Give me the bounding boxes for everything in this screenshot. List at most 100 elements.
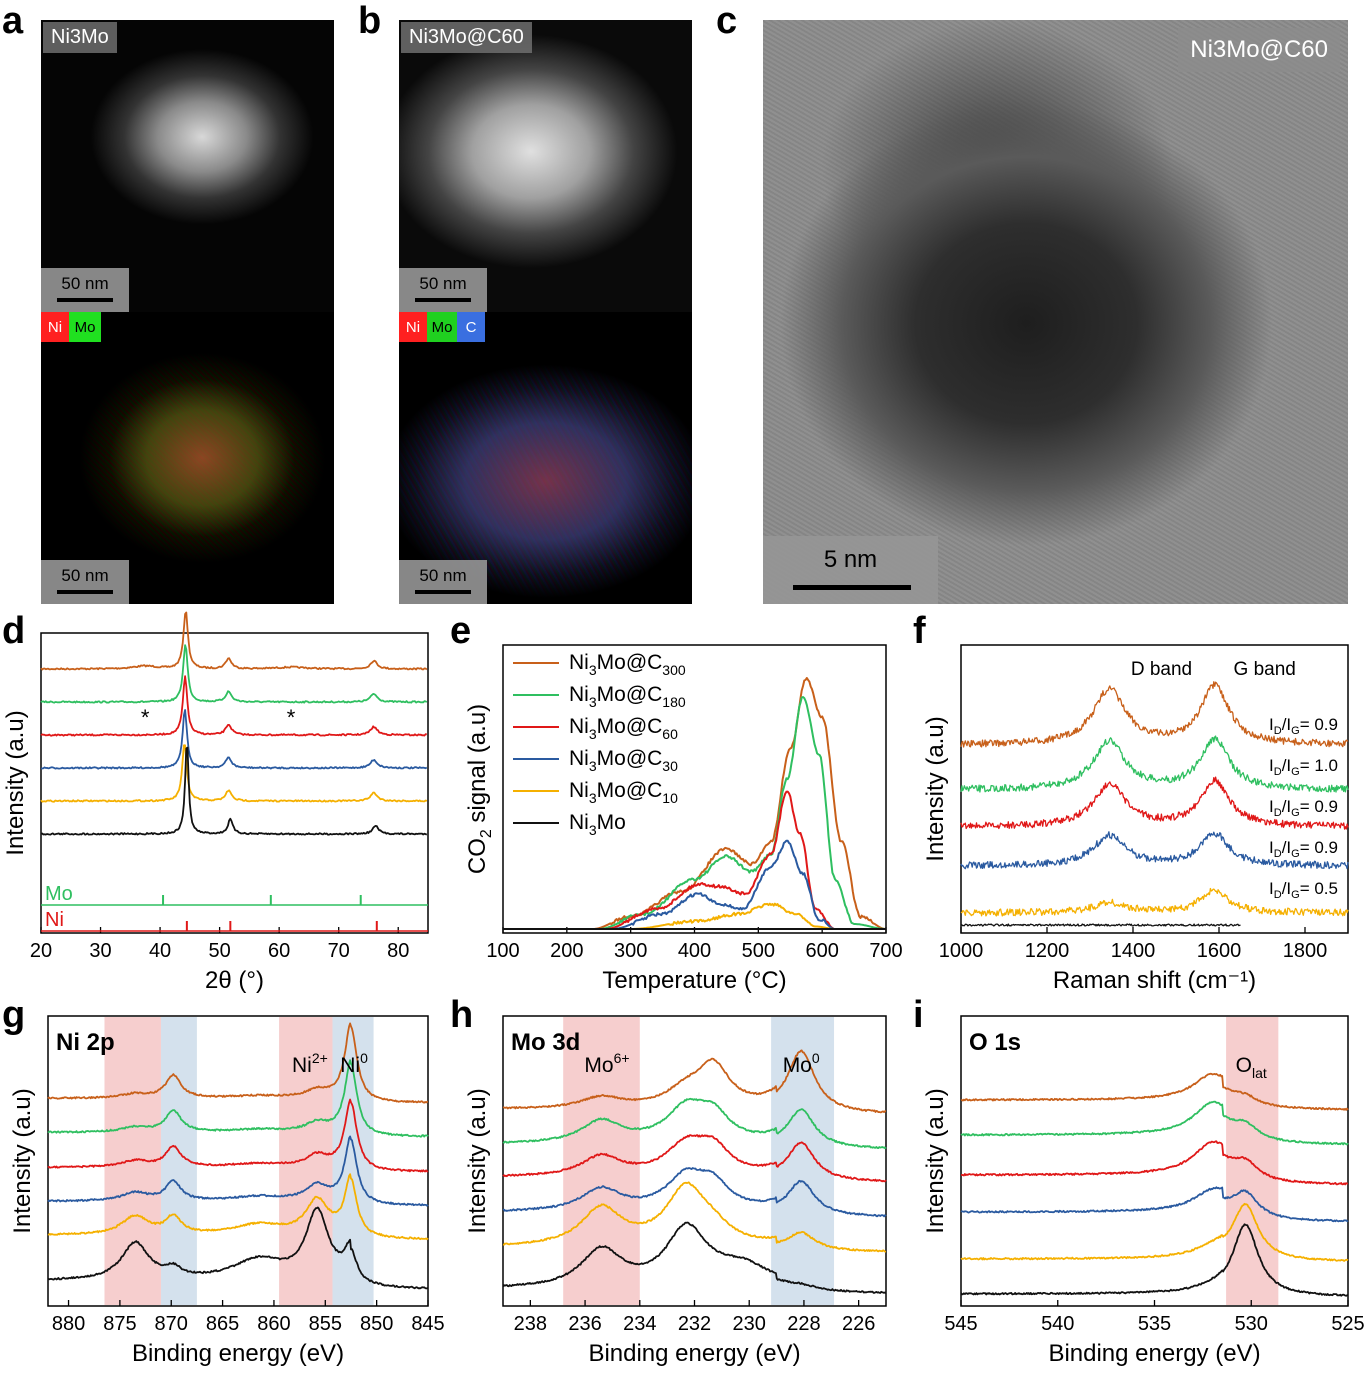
scale-bar-box: 50 nm [399,268,487,312]
tpd-series-C180 [503,696,886,930]
image-label: Ni3Mo [43,22,117,53]
plot-frame-g [47,1015,429,1307]
legend-label-C60: Ni3Mo@C60 [569,715,678,742]
panel-letter-h: h [450,994,474,1036]
xps-series-C30 [960,1186,1349,1223]
raman-series-C300 [960,681,1349,748]
x-tick-label: 1400 [1111,940,1156,962]
y-axis-label: Intensity (a.u) [464,1088,491,1233]
stem-image-ni3mo-c60: Ni3Mo@C60 50 nm [399,20,692,312]
xrd-asterisk: * [287,705,296,730]
x-tick-label: 236 [568,1313,601,1335]
x-tick-label: 500 [742,940,775,962]
panel-letter-i: i [913,994,924,1036]
xps-series-C10 [960,1202,1349,1262]
x-tick-label: 1800 [1283,940,1328,962]
panel-letter-a: a [2,0,24,42]
xrd-series-C30 [41,709,428,770]
xrd-series-C180 [40,644,428,704]
panel-letter-c: c [716,0,738,42]
map-chip-mo: Mo [427,312,457,342]
x-axis-label: Binding energy (eV) [588,1340,800,1367]
raman-band-label: G band [1234,659,1296,680]
xps-annotation: Mo6+ [584,1050,629,1077]
xps-series-C30 [47,1135,429,1207]
scale-bar-label: 50 nm [61,274,109,293]
xps-band [563,1017,640,1305]
x-tick-label: 400 [678,940,711,962]
raman-series-C30 [960,831,1349,870]
hrtem-image: Ni3Mo@C60 5 nm [763,20,1348,604]
xrd-series-C300 [40,611,428,671]
map-chip-ni: Ni [41,312,69,342]
x-tick-label: 60 [268,940,290,962]
panel-letter-b: b [358,0,382,42]
raman-series-C60 [960,776,1349,830]
xps-title: Ni 2p [56,1029,115,1056]
x-tick-label: 1200 [1025,940,1070,962]
x-tick-label: 530 [1235,1313,1268,1335]
x-tick-label: 70 [328,940,350,962]
scale-bar-box: 50 nm [399,560,487,604]
scale-bar-label: 50 nm [61,566,109,585]
x-tick-label: 535 [1138,1313,1171,1335]
xps-series-Ni3Mo [960,1223,1349,1297]
scale-bar [57,298,113,302]
x-tick-label: 875 [103,1313,136,1335]
x-tick-label: 860 [257,1313,290,1335]
raman-ratio-label: ID/IG= 1.0 [1269,756,1338,778]
xps-band [771,1017,835,1305]
xps-series-C180 [502,1097,887,1150]
eds-map-ni3mo-c60: Ni Mo C 50 nm [399,312,692,604]
xrd-series-C60 [40,675,427,737]
x-tick-label: 226 [842,1313,875,1335]
panel-letter-f: f [913,610,926,652]
tpd-series-C30 [503,839,886,930]
tpd-series-C10 [503,902,886,930]
x-tick-label: 30 [89,940,111,962]
xps-annotation: Olat [1236,1054,1267,1081]
xps-band [104,1017,161,1305]
y-axis-label: Intensity (a.u) [922,716,949,861]
x-axis-label: Raman shift (cm⁻¹) [1053,967,1256,994]
xps-series-Ni3Mo [47,1206,429,1290]
eds-map-ni3mo: Ni Mo 50 nm [41,312,334,604]
x-tick-label: 50 [208,940,230,962]
scale-bar-label: 50 nm [419,274,467,293]
x-tick-label: 228 [787,1313,820,1335]
x-tick-label: 230 [733,1313,766,1335]
plot-frame-i [960,1015,1349,1307]
x-tick-label: 600 [805,940,838,962]
map-chip-mo: Mo [69,312,101,342]
raman-series-C180 [960,735,1349,793]
x-tick-label: 234 [623,1313,656,1335]
xps-annotation: Ni2+ [292,1050,328,1077]
xps-series-C300 [47,1022,429,1104]
plot-frame-e [502,644,887,934]
x-tick-label: 540 [1041,1313,1074,1335]
scale-bar-box: 5 nm [763,536,938,604]
xps-title: O 1s [969,1029,1021,1056]
plot-frame-h [502,1015,887,1307]
xrd-asterisk: * [141,705,150,730]
raman-series-Ni3Mo [961,923,1241,927]
scale-bar-box: 50 nm [41,268,129,312]
xps-series-C300 [502,1049,886,1114]
xrd-series-C10 [40,744,428,803]
x-tick-label: 200 [550,940,583,962]
x-tick-label: 232 [678,1313,711,1335]
ref-label-Mo: Mo [45,883,73,905]
xps-series-C10 [47,1173,429,1241]
ref-label-Ni: Ni [45,909,64,931]
y-axis-label: Intensity (a.u) [9,1088,36,1233]
y-axis-label: CO2 signal (a.u) [464,704,495,874]
scale-bar-box: 50 nm [41,560,129,604]
xps-band [279,1017,333,1305]
y-axis-label: Intensity (a.u) [2,710,29,855]
panel-letter-g: g [2,994,26,1036]
xps-band [332,1017,374,1305]
x-tick-label: 880 [52,1313,85,1335]
x-tick-label: 40 [149,940,171,962]
xps-band [160,1017,197,1305]
x-axis-label: Binding energy (eV) [132,1340,344,1367]
